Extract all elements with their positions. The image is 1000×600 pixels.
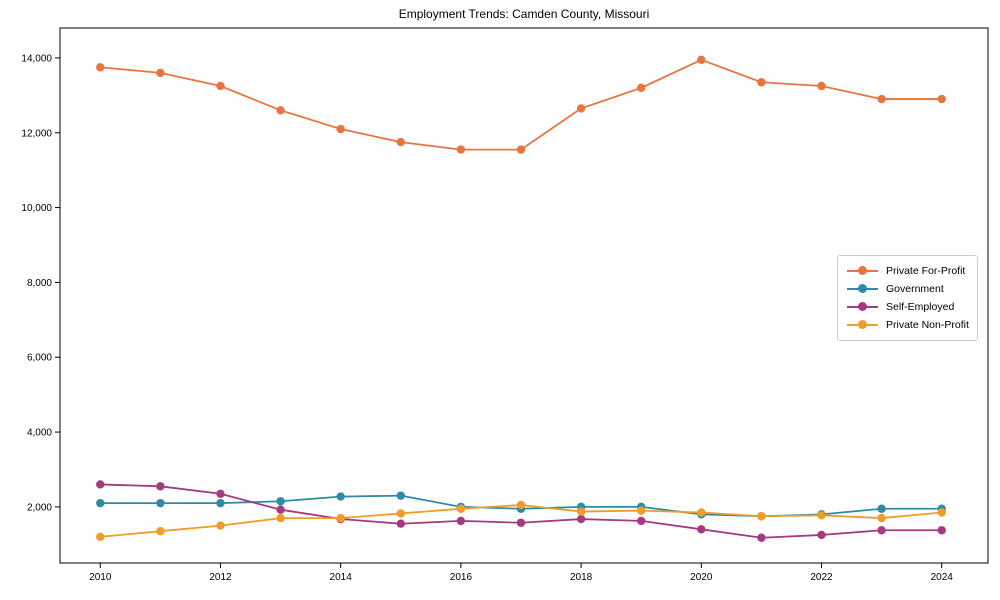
y-axis-tick-label: 6,000 [27, 353, 52, 364]
data-point [156, 482, 165, 491]
y-axis-tick-label: 12,000 [21, 128, 52, 139]
data-point [216, 521, 225, 530]
data-point [697, 508, 706, 517]
y-axis-tick-label: 2,000 [27, 502, 52, 513]
legend-item: Private Non-Profit [847, 317, 969, 334]
data-point [516, 500, 526, 510]
data-point [396, 137, 405, 147]
legend-label: Private Non-Profit [886, 319, 969, 332]
data-point [877, 94, 886, 104]
legend-item: Self-Employed [847, 299, 968, 316]
y-axis-tick-label: 4,000 [27, 428, 52, 439]
data-point [396, 491, 405, 500]
legend-label: Self-Employed [886, 301, 955, 314]
data-point [96, 532, 105, 542]
data-point [637, 516, 646, 526]
data-point [336, 513, 345, 523]
data-point [456, 504, 466, 513]
data-point [757, 533, 766, 542]
y-axis-tick-label: 8,000 [27, 278, 52, 289]
data-point [156, 498, 165, 508]
y-axis-tick-label: 14,000 [21, 53, 52, 64]
data-point [817, 511, 826, 520]
data-point [156, 68, 165, 78]
data-point [877, 504, 886, 513]
data-point [276, 513, 285, 523]
data-point [336, 492, 345, 501]
data-point [757, 512, 766, 521]
data-point [576, 104, 586, 113]
data-point [216, 489, 225, 498]
data-point [216, 81, 225, 91]
legend-label: Private For-Profit [886, 264, 966, 277]
data-point [276, 497, 285, 506]
data-point [156, 526, 165, 536]
legend-label: Government [886, 282, 944, 295]
data-point [937, 526, 946, 535]
x-axis-tick-label: 2016 [450, 572, 473, 583]
data-point [456, 516, 466, 526]
data-point [96, 498, 105, 508]
data-point [817, 81, 826, 91]
legend-marker-icon [847, 320, 878, 330]
data-point [576, 514, 586, 524]
data-point [697, 55, 706, 65]
data-point [456, 145, 466, 154]
data-point [516, 145, 526, 154]
data-point [877, 526, 886, 535]
data-point [576, 507, 586, 516]
data-point [937, 508, 946, 517]
x-axis-tick-label: 2024 [931, 572, 954, 583]
data-point [276, 505, 285, 514]
data-point [396, 519, 405, 528]
data-point [516, 518, 526, 527]
data-point [637, 83, 646, 93]
data-point [937, 94, 946, 104]
y-axis-tick-label: 10,000 [21, 203, 52, 214]
data-point [817, 530, 826, 540]
x-axis-tick-label: 2020 [690, 572, 713, 583]
data-point [697, 525, 706, 534]
chart-title: Employment Trends: Camden County, Missou… [398, 7, 650, 21]
data-point [216, 498, 225, 508]
data-point [276, 106, 285, 115]
legend: Private For-Profit Government Self-Employe… [837, 255, 978, 341]
data-point [757, 78, 766, 87]
legend-marker-icon [847, 265, 878, 276]
data-point [396, 509, 405, 518]
x-axis-tick-label: 2018 [570, 572, 593, 583]
x-axis-tick-label: 2014 [330, 572, 353, 583]
series-line-private-for-profit [100, 58, 942, 151]
data-point [637, 506, 646, 515]
legend-item: Private For-Profit [847, 262, 968, 279]
legend-item: Government [847, 280, 968, 297]
x-axis-tick-label: 2012 [209, 572, 232, 583]
data-point [336, 124, 345, 134]
data-point [877, 513, 886, 523]
legend-marker-icon [847, 283, 878, 294]
legend-marker-icon [847, 302, 878, 312]
x-axis-tick-label: 2010 [89, 572, 112, 583]
data-point [96, 63, 105, 72]
data-point [96, 480, 105, 489]
x-axis-tick-label: 2022 [810, 572, 833, 583]
plot-frame [59, 27, 989, 564]
